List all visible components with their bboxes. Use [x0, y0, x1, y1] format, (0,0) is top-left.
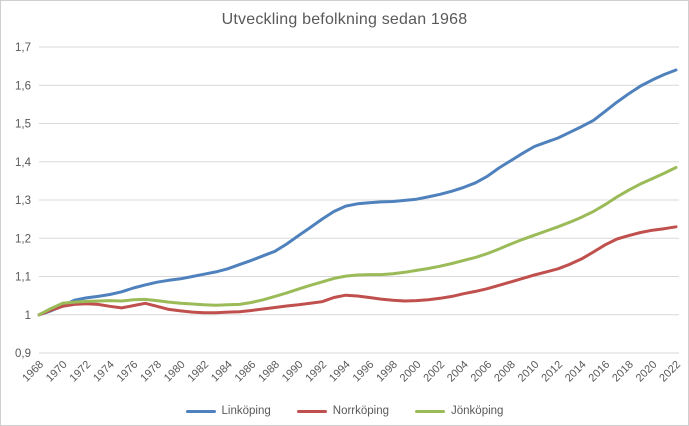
x-axis-tick-label: 1984 [209, 359, 235, 385]
x-axis-tick-label: 1974 [91, 359, 117, 385]
x-axis-tick-label: 1986 [233, 359, 259, 385]
legend-line-swatch-linkoping [185, 409, 216, 413]
legend-label: Linköping [221, 405, 271, 417]
legend-item-jonkoping[interactable]: Jönköping [415, 405, 503, 417]
y-axis-tick-label: 1,1 [15, 272, 31, 284]
x-axis-tick-label: 2020 [634, 359, 660, 385]
legend-label: Jönköping [451, 405, 504, 417]
x-axis-tick-label: 2016 [587, 359, 613, 385]
x-axis-tick-label: 1978 [138, 359, 164, 385]
x-axis-tick-label: 1976 [115, 359, 141, 385]
x-axis-tick-label: 2014 [563, 359, 589, 385]
x-axis-tick-label: 2000 [398, 359, 424, 385]
chart-title: Utveckling befolkning sedan 1968 [221, 11, 468, 28]
x-axis-tick-label: 2012 [539, 359, 565, 385]
y-axis-tick-label: 1,3 [15, 195, 31, 207]
series-line-norrkping [37, 225, 678, 317]
x-axis-tick-label: 1996 [351, 359, 377, 385]
y-axis-tick-label: 1,7 [15, 42, 31, 54]
x-axis-tick-label: 1988 [256, 359, 282, 385]
x-axis-tick-label: 1968 [20, 359, 46, 385]
x-axis-tick-label: 1972 [68, 359, 94, 385]
x-axis-tick-label: 1992 [303, 359, 329, 385]
y-axis-tick-label: 1,2 [15, 233, 31, 245]
x-axis-tick-label: 2004 [445, 359, 471, 385]
chart-legend: Linköping Norrköping Jönköping [1, 405, 688, 417]
series-line-linkping [37, 68, 678, 317]
x-axis-tick-label: 2002 [421, 359, 447, 385]
x-axis-tick-label: 2022 [657, 359, 683, 385]
y-axis-tick-label: 1,6 [15, 80, 31, 92]
legend-item-norrkoping[interactable]: Norrköping [296, 405, 390, 417]
series-line-jnkping [37, 166, 678, 317]
x-axis-tick-label: 1970 [44, 359, 70, 385]
x-axis-tick-label: 1998 [374, 359, 400, 385]
x-axis-tick-label: 1982 [185, 359, 211, 385]
y-axis-tick-label: 1 [25, 310, 31, 322]
y-axis-tick-label: 0,9 [15, 348, 31, 360]
y-axis-tick-label: 1,5 [15, 119, 31, 131]
legend-line-swatch-jonkoping [415, 409, 446, 413]
x-axis-tick-label: 2018 [610, 359, 636, 385]
legend-label: Norrköping [332, 405, 390, 417]
y-axis-tick-label: 1,4 [15, 157, 32, 169]
x-axis-tick-label: 1980 [162, 359, 188, 385]
legend-item-linkoping[interactable]: Linköping [185, 405, 271, 417]
x-axis-tick-label: 2006 [469, 359, 495, 385]
x-axis-tick-label: 2010 [516, 359, 542, 385]
x-axis-tick-label: 2008 [492, 359, 518, 385]
legend-line-swatch-norrkoping [296, 409, 327, 413]
x-axis-tick-label: 1990 [280, 359, 306, 385]
x-axis-tick-label: 1994 [327, 359, 353, 385]
